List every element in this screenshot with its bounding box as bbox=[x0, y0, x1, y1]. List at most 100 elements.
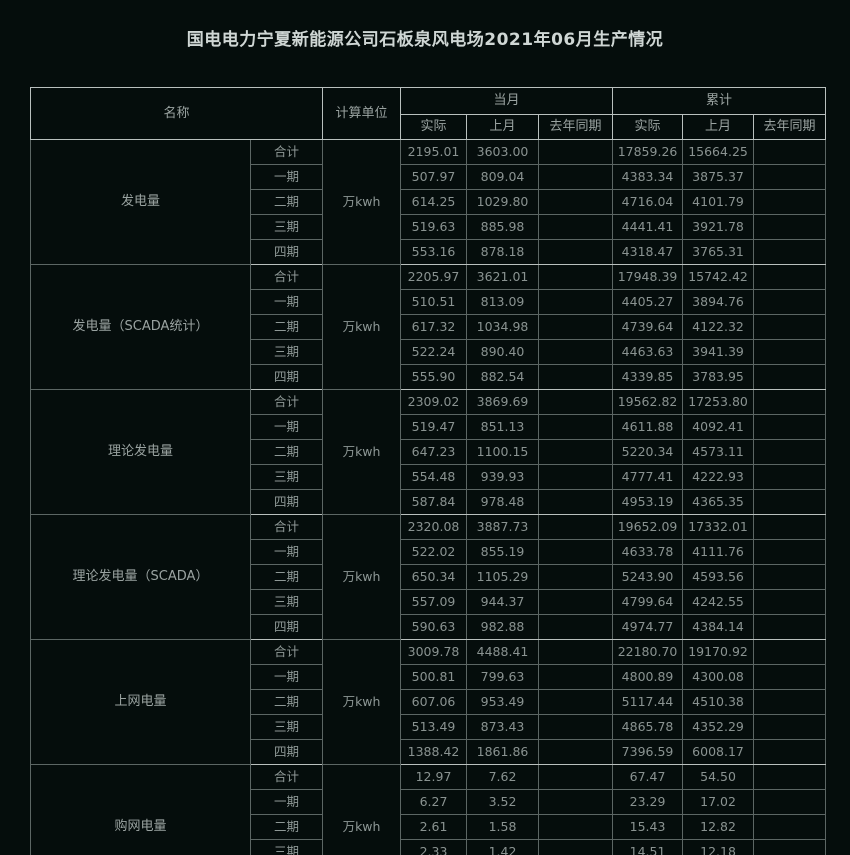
table-row: 一期 510.51 813.09 4405.27 3894.76 bbox=[31, 289, 827, 315]
month-last-month-cell: 885.98 bbox=[466, 214, 540, 240]
cum-last-year-cell bbox=[753, 414, 827, 440]
phase-name-cell: 四期 bbox=[249, 614, 324, 640]
cum-actual-cell: 19562.82 bbox=[612, 389, 684, 415]
table-row: 一期 519.47 851.13 4611.88 4092.41 bbox=[31, 414, 827, 440]
production-table: 名称 计算单位 当月 累计 实际 上月 去年同期 实际 上月 去年同期 发电量合… bbox=[29, 87, 827, 855]
month-actual-cell: 557.09 bbox=[400, 589, 468, 615]
cum-last-year-cell bbox=[753, 839, 827, 855]
cum-actual-cell: 4463.63 bbox=[612, 339, 684, 365]
table-row: 一期 6.27 3.52 23.29 17.02 bbox=[31, 789, 827, 815]
month-last-month-cell: 3.52 bbox=[466, 789, 540, 815]
month-last-year-cell bbox=[538, 439, 614, 465]
cum-actual-cell: 4865.78 bbox=[612, 714, 684, 740]
unit-cell: 万kwh bbox=[322, 514, 402, 640]
cum-last-year-cell bbox=[753, 539, 827, 565]
table-row: 理论发电量 合计 万kwh 2309.02 3869.69 19562.82 17253.8… bbox=[30, 389, 827, 515]
cum-last-year-cell bbox=[753, 739, 827, 765]
cum-actual-cell: 17948.39 bbox=[612, 264, 684, 290]
cum-actual-cell: 4716.04 bbox=[612, 189, 684, 215]
cum-last-month-cell: 3941.39 bbox=[682, 339, 755, 365]
cum-last-month-cell: 15664.25 bbox=[682, 139, 755, 165]
cum-last-year-cell bbox=[753, 589, 827, 615]
header-cumulative: 累计 bbox=[612, 87, 827, 115]
phase-name-cell: 一期 bbox=[249, 164, 324, 190]
month-actual-cell: 3009.78 bbox=[400, 639, 468, 665]
month-actual-cell: 555.90 bbox=[400, 364, 468, 390]
unit-cell: 万kwh bbox=[322, 139, 402, 265]
cum-last-month-cell: 3765.31 bbox=[682, 239, 755, 265]
month-last-month-cell: 978.48 bbox=[466, 489, 540, 515]
table-row: 四期 555.90 882.54 4339.85 3783.95 bbox=[31, 364, 827, 390]
month-last-month-cell: 1029.80 bbox=[466, 189, 540, 215]
header-current-month: 当月 bbox=[400, 87, 614, 115]
phase-name-cell: 合计 bbox=[249, 389, 324, 415]
cum-last-year-cell bbox=[753, 639, 827, 665]
header-name: 名称 bbox=[29, 87, 324, 140]
cum-actual-cell: 4739.64 bbox=[612, 314, 684, 340]
phase-name-cell: 四期 bbox=[249, 239, 324, 265]
month-last-year-cell bbox=[538, 814, 614, 840]
cum-last-year-cell bbox=[753, 664, 827, 690]
cum-last-month-cell: 3921.78 bbox=[682, 214, 755, 240]
cum-last-year-cell bbox=[753, 239, 827, 265]
cum-actual-cell: 5220.34 bbox=[612, 439, 684, 465]
cum-last-month-cell: 12.82 bbox=[682, 814, 755, 840]
phase-name-cell: 合计 bbox=[249, 639, 324, 665]
cum-last-year-cell bbox=[753, 489, 827, 515]
phase-name-cell: 四期 bbox=[249, 739, 324, 765]
month-last-year-cell bbox=[538, 239, 614, 265]
cum-last-year-cell bbox=[753, 364, 827, 390]
table-row: 三期 554.48 939.93 4777.41 4222.93 bbox=[31, 464, 827, 490]
cum-last-month-cell: 4122.32 bbox=[682, 314, 755, 340]
cum-last-month-cell: 17332.01 bbox=[682, 514, 755, 540]
table-row: 购网电量 合计 万kwh 12.97 7.62 67.47 54.50 bbox=[30, 764, 827, 855]
phase-name-cell: 合计 bbox=[249, 764, 324, 790]
cum-last-year-cell bbox=[753, 789, 827, 815]
month-actual-cell: 2320.08 bbox=[400, 514, 468, 540]
phase-name-cell: 二期 bbox=[249, 189, 324, 215]
cum-last-month-cell: 54.50 bbox=[682, 764, 755, 790]
month-actual-cell: 519.47 bbox=[400, 414, 468, 440]
month-last-month-cell: 1100.15 bbox=[466, 439, 540, 465]
cum-actual-cell: 23.29 bbox=[612, 789, 684, 815]
month-actual-cell: 614.25 bbox=[400, 189, 468, 215]
month-actual-cell: 607.06 bbox=[400, 689, 468, 715]
phase-name-cell: 四期 bbox=[249, 364, 324, 390]
month-last-month-cell: 944.37 bbox=[466, 589, 540, 615]
cum-last-month-cell: 4222.93 bbox=[682, 464, 755, 490]
month-last-year-cell bbox=[538, 364, 614, 390]
cum-last-year-cell bbox=[753, 314, 827, 340]
month-last-year-cell bbox=[538, 664, 614, 690]
cum-last-month-cell: 3783.95 bbox=[682, 364, 755, 390]
month-last-year-cell bbox=[538, 739, 614, 765]
cum-last-month-cell: 19170.92 bbox=[682, 639, 755, 665]
cum-last-month-cell: 3875.37 bbox=[682, 164, 755, 190]
cum-last-month-cell: 4111.76 bbox=[682, 539, 755, 565]
cum-actual-cell: 19652.09 bbox=[612, 514, 684, 540]
table-row: 理论发电量（SCADA） 合计 万kwh 2320.08 3887.73 19652.09… bbox=[30, 514, 827, 640]
month-actual-cell: 6.27 bbox=[400, 789, 468, 815]
month-last-month-cell: 3887.73 bbox=[466, 514, 540, 540]
phase-name-cell: 三期 bbox=[249, 339, 324, 365]
table-row: 二期 607.06 953.49 5117.44 4510.38 bbox=[31, 689, 827, 715]
cum-last-year-cell bbox=[753, 339, 827, 365]
cum-last-month-cell: 17253.80 bbox=[682, 389, 755, 415]
header-month-last-year: 去年同期 bbox=[538, 114, 614, 140]
month-actual-cell: 647.23 bbox=[400, 439, 468, 465]
month-actual-cell: 519.63 bbox=[400, 214, 468, 240]
cum-last-year-cell bbox=[753, 189, 827, 215]
cum-last-month-cell: 4242.55 bbox=[682, 589, 755, 615]
phase-name-cell: 三期 bbox=[249, 464, 324, 490]
phase-name-cell: 合计 bbox=[249, 514, 324, 540]
month-last-month-cell: 851.13 bbox=[466, 414, 540, 440]
cum-last-year-cell bbox=[753, 289, 827, 315]
month-actual-cell: 1388.42 bbox=[400, 739, 468, 765]
month-last-month-cell: 1105.29 bbox=[466, 564, 540, 590]
page-title: 国电电力宁夏新能源公司石板泉风电场2021年06月生产情况 bbox=[186, 30, 664, 50]
unit-cell: 万kwh bbox=[322, 389, 402, 515]
month-actual-cell: 553.16 bbox=[400, 239, 468, 265]
month-actual-cell: 510.51 bbox=[400, 289, 468, 315]
unit-cell: 万kwh bbox=[322, 639, 402, 765]
header-cum-last-month: 上月 bbox=[682, 114, 755, 140]
month-last-year-cell bbox=[538, 164, 614, 190]
